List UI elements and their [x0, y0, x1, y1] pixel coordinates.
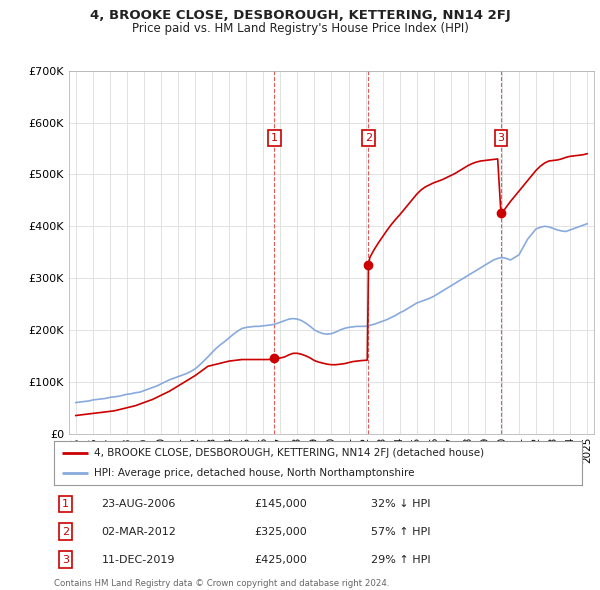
Text: 57% ↑ HPI: 57% ↑ HPI: [371, 527, 430, 536]
Text: £325,000: £325,000: [254, 527, 307, 536]
Text: 2: 2: [365, 133, 372, 143]
Text: £145,000: £145,000: [254, 499, 307, 509]
Text: 02-MAR-2012: 02-MAR-2012: [101, 527, 176, 536]
Text: £425,000: £425,000: [254, 555, 308, 565]
Text: 4, BROOKE CLOSE, DESBOROUGH, KETTERING, NN14 2FJ (detached house): 4, BROOKE CLOSE, DESBOROUGH, KETTERING, …: [94, 448, 484, 458]
Text: 11-DEC-2019: 11-DEC-2019: [101, 555, 175, 565]
Text: 29% ↑ HPI: 29% ↑ HPI: [371, 555, 430, 565]
Text: HPI: Average price, detached house, North Northamptonshire: HPI: Average price, detached house, Nort…: [94, 468, 414, 478]
Text: 4, BROOKE CLOSE, DESBOROUGH, KETTERING, NN14 2FJ: 4, BROOKE CLOSE, DESBOROUGH, KETTERING, …: [89, 9, 511, 22]
Text: 2: 2: [62, 527, 69, 536]
Text: Price paid vs. HM Land Registry's House Price Index (HPI): Price paid vs. HM Land Registry's House …: [131, 22, 469, 35]
Text: Contains HM Land Registry data © Crown copyright and database right 2024.
This d: Contains HM Land Registry data © Crown c…: [54, 579, 389, 590]
Text: 32% ↓ HPI: 32% ↓ HPI: [371, 499, 430, 509]
Text: 23-AUG-2006: 23-AUG-2006: [101, 499, 176, 509]
Text: 1: 1: [271, 133, 278, 143]
Text: 3: 3: [497, 133, 505, 143]
Text: 3: 3: [62, 555, 69, 565]
Text: 1: 1: [62, 499, 69, 509]
